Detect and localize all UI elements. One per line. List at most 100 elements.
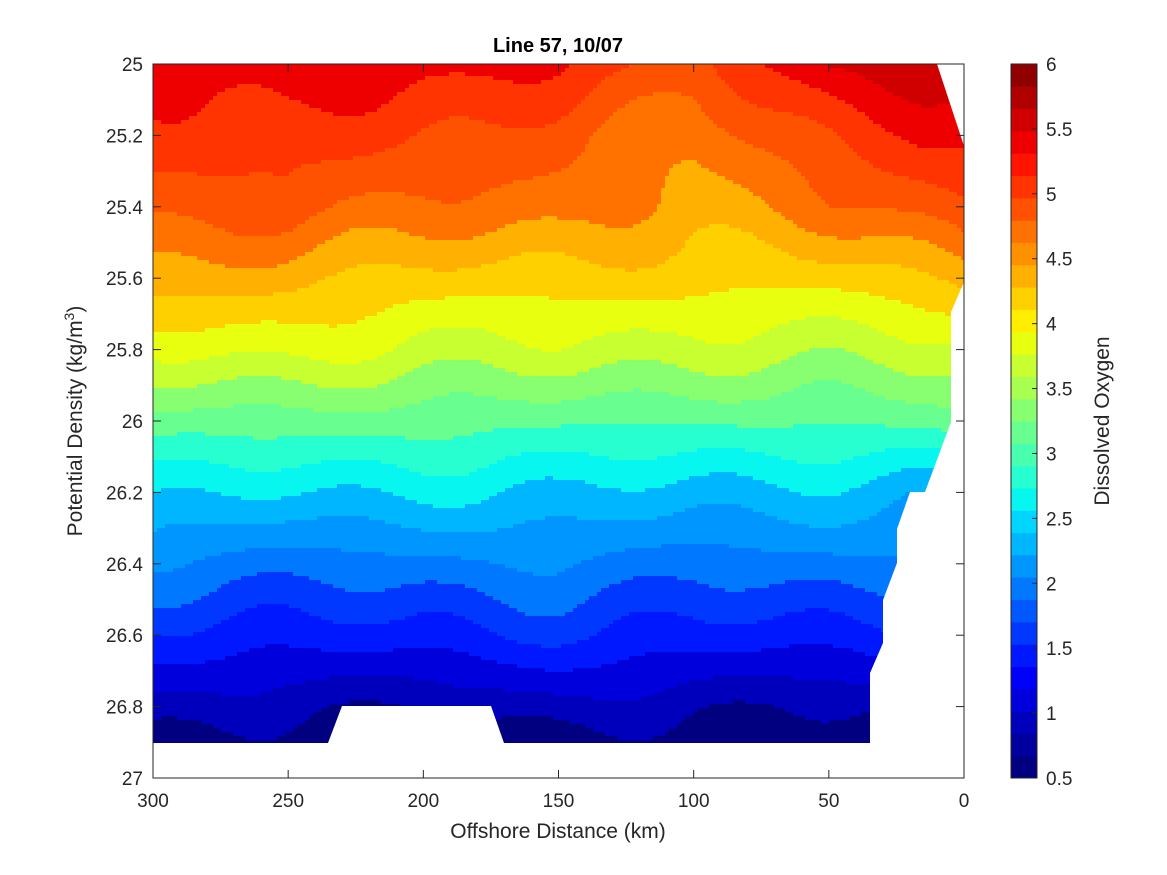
contour-cell	[497, 116, 502, 121]
contour-cell	[189, 116, 194, 121]
contour-cell	[377, 72, 382, 77]
contour-cell	[213, 144, 218, 149]
contour-cell	[217, 112, 222, 117]
contour-cell	[533, 160, 538, 165]
contour-cell	[625, 72, 630, 77]
contour-cell	[769, 152, 774, 157]
contour-cell	[909, 144, 914, 149]
contour-cell	[181, 144, 186, 149]
contour-cell	[677, 76, 682, 81]
contour-cell	[809, 144, 814, 149]
contour-cell	[201, 68, 206, 73]
contour-cell	[721, 92, 726, 97]
contour-cell	[273, 80, 278, 85]
contour-cell	[325, 136, 330, 141]
contour-cell	[629, 84, 634, 89]
contour-cell	[589, 136, 594, 141]
contour-cell	[689, 84, 694, 89]
contour-cell	[617, 124, 622, 129]
contour-cell	[609, 80, 614, 85]
contour-cell	[477, 72, 482, 77]
contour-cell	[397, 120, 402, 125]
contour-cell	[797, 108, 802, 113]
contour-cell	[653, 64, 658, 69]
contour-cell	[213, 76, 218, 81]
contour-cell	[261, 124, 266, 129]
contour-cell	[285, 84, 290, 89]
contour-cell	[505, 80, 510, 85]
contour-cell	[733, 104, 738, 109]
contour-cell	[581, 96, 586, 101]
contour-cell	[265, 100, 270, 105]
contour-cell	[817, 76, 822, 81]
contour-cell	[225, 120, 230, 125]
contour-cell	[937, 128, 942, 133]
contour-cell	[221, 100, 226, 105]
contour-cell	[257, 104, 262, 109]
contour-cell	[921, 112, 926, 117]
contour-cell	[641, 152, 646, 157]
contour-cell	[313, 148, 318, 153]
contour-cell	[313, 112, 318, 117]
contour-cell	[925, 80, 930, 85]
contour-cell	[569, 84, 574, 89]
contour-cell	[165, 92, 170, 97]
contour-cell	[153, 68, 158, 73]
contour-cell	[501, 108, 506, 113]
contour-cell	[873, 108, 878, 113]
contour-cell	[345, 124, 350, 129]
contour-cell	[917, 76, 922, 81]
contour-cell	[229, 144, 234, 149]
contour-cell	[365, 160, 370, 165]
contour-cell	[205, 80, 210, 85]
contour-cell	[165, 104, 170, 109]
contour-cell	[485, 152, 490, 157]
contour-cell	[357, 124, 362, 129]
contour-cell	[529, 100, 534, 105]
contour-cell	[769, 124, 774, 129]
contour-cell	[285, 64, 290, 69]
contour-cell	[877, 128, 882, 133]
contour-cell	[349, 84, 354, 89]
contour-cell	[765, 136, 770, 141]
contour-cell	[953, 152, 958, 157]
contour-cell	[317, 124, 322, 129]
contour-cell	[205, 124, 210, 129]
contour-cell	[473, 68, 478, 73]
contour-cell	[361, 88, 366, 93]
contour-cell	[461, 68, 466, 73]
contour-cell	[597, 88, 602, 93]
contour-cell	[817, 148, 822, 153]
contour-cell	[197, 128, 202, 133]
contour-cell	[261, 72, 266, 77]
contour-cell	[233, 64, 238, 69]
contour-cell	[701, 136, 706, 141]
contour-cell	[537, 144, 542, 149]
contour-cell	[157, 140, 162, 145]
contour-cell	[597, 96, 602, 101]
contour-cell	[737, 120, 742, 125]
contour-cell	[265, 156, 270, 161]
contour-cell	[241, 156, 246, 161]
contour-cell	[833, 64, 838, 69]
contour-cell	[753, 152, 758, 157]
contour-cell	[533, 128, 538, 133]
contour-cell	[409, 104, 414, 109]
contour-cell	[213, 104, 218, 109]
contour-cell	[553, 116, 558, 121]
contour-cell	[565, 68, 570, 73]
contour-cell	[265, 72, 270, 77]
contour-cell	[933, 84, 938, 89]
contour-cell	[609, 76, 614, 81]
contour-cell	[513, 116, 518, 121]
contour-cell	[681, 148, 686, 153]
contour-cell	[205, 140, 210, 145]
contour-cell	[413, 80, 418, 85]
contour-cell	[289, 92, 294, 97]
contour-cell	[681, 72, 686, 77]
contour-cell	[273, 64, 278, 69]
contour-cell	[757, 76, 762, 81]
contour-cell	[621, 120, 626, 125]
contour-cell	[189, 124, 194, 129]
contour-cell	[257, 124, 262, 129]
